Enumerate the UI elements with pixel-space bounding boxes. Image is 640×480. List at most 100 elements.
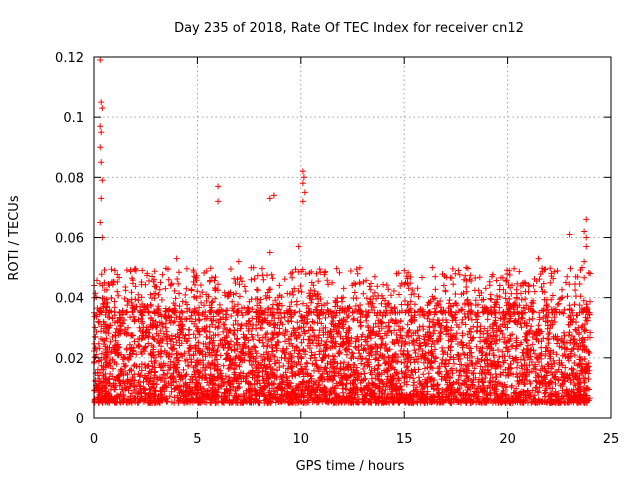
data-point (186, 352, 193, 359)
data-point (351, 307, 358, 314)
data-point (371, 289, 378, 296)
data-point (414, 328, 421, 334)
data-point (502, 324, 509, 331)
data-point (99, 387, 106, 394)
data-point (207, 361, 214, 368)
data-point (217, 337, 224, 344)
data-point (465, 315, 472, 322)
data-point (533, 332, 540, 339)
data-point (171, 394, 178, 401)
data-point (385, 300, 392, 307)
data-point (447, 399, 454, 406)
data-point (338, 319, 345, 326)
data-point (486, 282, 493, 289)
data-point (155, 398, 162, 405)
data-point (538, 344, 545, 351)
data-point (145, 362, 152, 369)
data-point (133, 303, 140, 310)
data-point (431, 377, 438, 384)
data-point (492, 333, 499, 340)
data-point (202, 316, 208, 322)
data-point (467, 272, 474, 279)
data-point (140, 385, 147, 392)
data-point (288, 392, 295, 399)
data-point (339, 323, 346, 330)
data-point (492, 365, 499, 372)
data-point (210, 373, 217, 380)
data-point (547, 355, 553, 362)
data-point (388, 292, 394, 299)
data-point (439, 399, 446, 406)
data-point (567, 337, 574, 344)
data-point (112, 337, 119, 344)
data-point (195, 345, 202, 352)
data-point (235, 301, 241, 308)
data-point (203, 374, 210, 381)
data-point (503, 278, 509, 285)
data-point (297, 398, 304, 405)
data-point (205, 293, 212, 300)
data-point (445, 337, 452, 344)
data-point (95, 358, 102, 365)
data-point (290, 387, 297, 394)
data-point (479, 386, 486, 393)
data-point (512, 299, 519, 306)
data-point (484, 356, 491, 363)
data-point (302, 330, 308, 337)
data-point (424, 399, 431, 406)
data-point (487, 371, 494, 378)
data-point (342, 346, 349, 353)
data-point (364, 333, 371, 340)
data-point (103, 335, 110, 342)
data-point (289, 368, 296, 375)
data-point (441, 388, 448, 395)
data-point (372, 375, 379, 382)
data-point (175, 334, 182, 341)
data-point (527, 305, 534, 312)
data-point (398, 280, 405, 287)
data-point (523, 331, 530, 338)
data-point (572, 326, 579, 333)
data-point (143, 375, 150, 382)
data-point (242, 288, 249, 295)
data-point (452, 291, 459, 297)
data-point (281, 385, 288, 392)
data-point (285, 308, 292, 315)
data-point (358, 388, 365, 395)
data-point (500, 316, 507, 323)
data-point (468, 360, 475, 366)
data-point (248, 331, 255, 338)
data-point (434, 382, 441, 388)
data-point (340, 382, 347, 388)
data-point (511, 318, 518, 325)
data-point (471, 365, 478, 372)
data-point (511, 389, 518, 396)
data-point (250, 358, 257, 365)
data-point (547, 385, 553, 392)
data-point (574, 273, 581, 280)
data-point (318, 348, 324, 355)
data-point (265, 398, 272, 405)
data-point (316, 351, 323, 358)
data-point (472, 275, 479, 281)
data-point (141, 345, 148, 352)
data-point (206, 329, 213, 335)
data-point (293, 343, 300, 350)
data-point (253, 309, 260, 316)
data-point (147, 390, 154, 397)
data-point (143, 324, 150, 331)
data-point (411, 379, 418, 386)
data-point (474, 319, 481, 326)
data-point (100, 304, 107, 310)
data-point (172, 385, 179, 392)
data-point (193, 379, 200, 386)
data-point (336, 379, 343, 385)
data-point (430, 316, 437, 323)
data-point (173, 368, 180, 375)
data-point (215, 281, 222, 288)
data-point (556, 399, 563, 406)
data-point (159, 388, 166, 395)
data-point (196, 317, 203, 324)
data-point (433, 302, 440, 309)
